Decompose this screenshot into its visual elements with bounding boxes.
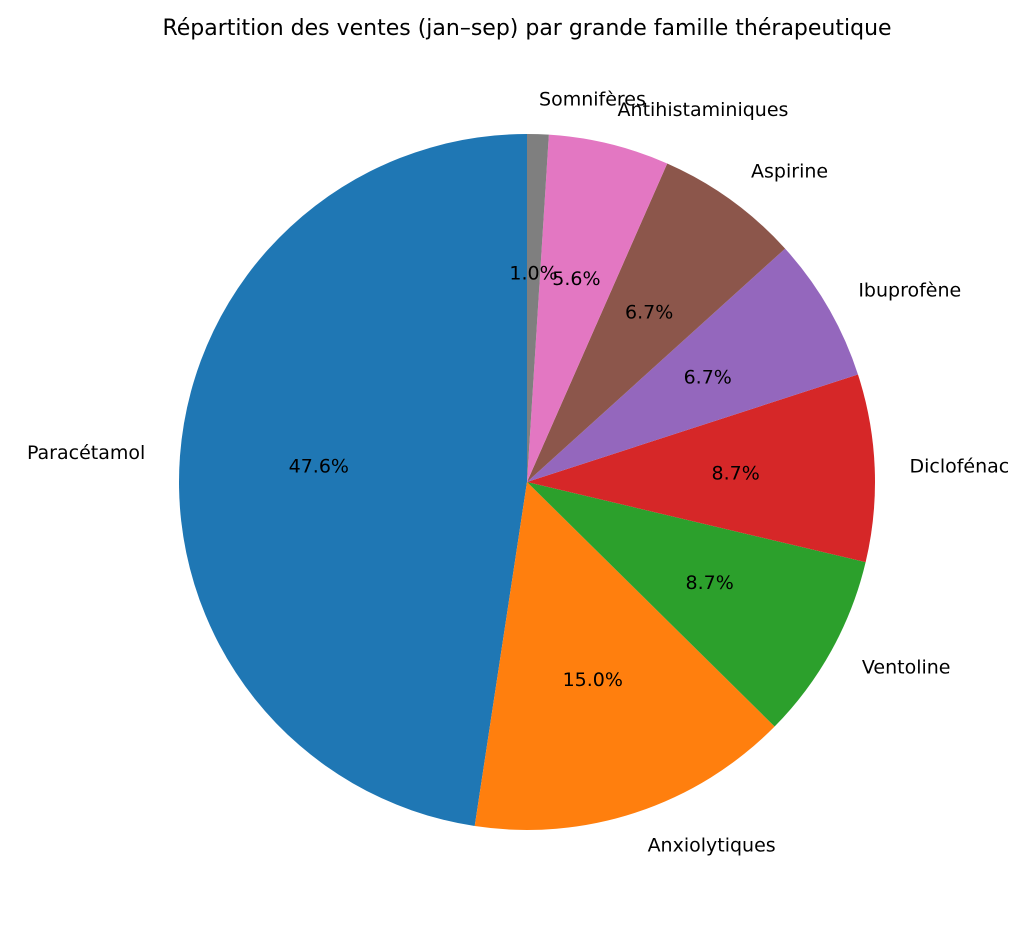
slice-percentage-somniferes: 1.0% [509, 262, 557, 284]
slice-label-aspirine: Aspirine [751, 161, 828, 183]
pie-slices [179, 134, 875, 830]
slice-percentage-paracetamol: 47.6% [289, 455, 349, 477]
slice-percentage-anxiolytiques: 15.0% [563, 669, 623, 691]
slice-label-ventoline: Ventoline [862, 656, 951, 678]
slice-label-diclofenac: Diclofénac [909, 455, 1009, 477]
slice-label-somniferes: Somnifères [539, 88, 646, 110]
pie-slice-somniferes [527, 134, 549, 482]
slice-label-ibuprofene: Ibuprofène [858, 279, 961, 301]
pie-slice-anxiolytiques [474, 482, 775, 830]
pie-slice-antihistaminiques [527, 134, 668, 482]
slice-percentage-aspirine: 6.7% [625, 302, 673, 324]
slice-label-paracetamol: Paracétamol [27, 442, 145, 464]
slice-percentage-antihistaminiques: 5.6% [552, 268, 600, 290]
slice-percentage-ibuprofene: 6.7% [684, 366, 732, 388]
chart-title: Répartition des ventes (jan–sep) par gra… [162, 16, 891, 41]
pie-slice-aspirine [527, 163, 786, 482]
pie-percentage-labels: 47.6% 15.0% 8.7% 8.7% 6.7% 6.7% 5.6%1.0% [289, 262, 760, 691]
pie-slice-ventoline [527, 482, 866, 727]
pie-slice-ibuprofene [527, 248, 858, 482]
slice-label-antihistaminiques: Antihistaminiques [618, 99, 789, 121]
pie-slice-paracetamol [179, 134, 527, 827]
slice-percentage-diclofenac: 8.7% [711, 462, 759, 484]
slice-label-anxiolytiques: Anxiolytiques [648, 834, 776, 856]
pie-category-labels: Paracétamol Anxiolytiques Ventoline Diclofé… [27, 88, 1009, 856]
slice-percentage-ventoline: 8.7% [686, 572, 734, 594]
pie-slice-diclofenac [527, 374, 875, 563]
